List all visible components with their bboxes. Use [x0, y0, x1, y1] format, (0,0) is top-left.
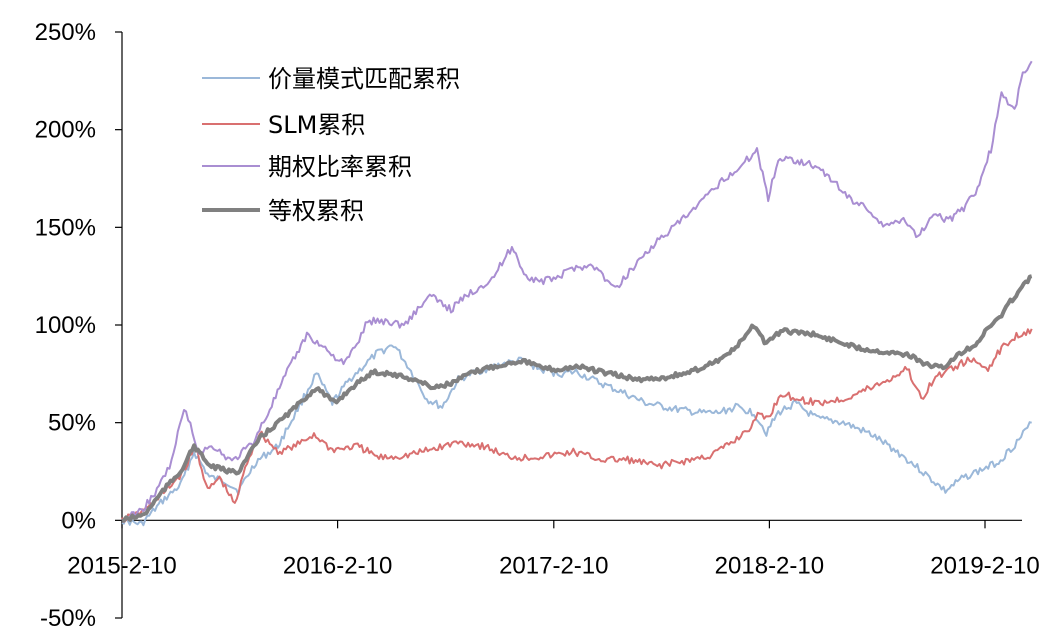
series-line-2 — [121, 60, 1033, 523]
axes: -50% 0% 50% 100% 150% 200% 250% 2015-2-10 2016-2… — [35, 19, 1040, 632]
legend-label-3: 等权累积 — [268, 197, 364, 225]
y-tick-label: 50% — [48, 410, 96, 437]
x-tick-label: 2019-2-10 — [930, 552, 1039, 579]
series-line-1 — [121, 328, 1033, 523]
legend-label-1: SLM累积 — [268, 111, 365, 139]
y-tick-label: 0% — [61, 507, 96, 534]
y-tick-label: 200% — [35, 117, 96, 144]
y-tick-label: 100% — [35, 312, 96, 339]
y-tick-label: 150% — [35, 214, 96, 241]
x-tick-label: 2016-2-10 — [283, 552, 392, 579]
series-line-3 — [121, 274, 1033, 523]
x-tick-label: 2015-2-10 — [67, 552, 176, 579]
legend-label-0: 价量模式匹配累积 — [268, 65, 460, 93]
series-layer — [121, 60, 1033, 527]
y-tick-label: -50% — [40, 605, 96, 632]
y-tick-label: 250% — [35, 19, 96, 46]
series-line-0 — [121, 344, 1032, 527]
x-tick-label: 2017-2-10 — [499, 552, 608, 579]
legend-label-2: 期权比率累积 — [268, 153, 412, 181]
x-tick-label: 2018-2-10 — [715, 552, 824, 579]
